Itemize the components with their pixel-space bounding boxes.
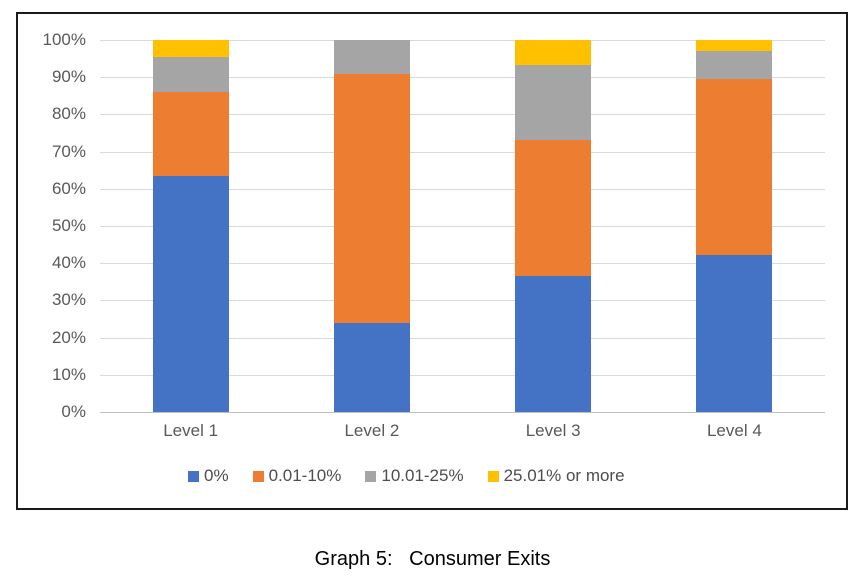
bar-segment — [333, 73, 410, 323]
legend-label: 10.01-25% — [381, 466, 464, 485]
gridline — [100, 263, 825, 265]
bar-segment — [515, 275, 592, 412]
gridline — [100, 114, 825, 116]
y-axis-labels: 100% 90% 80% 70% 60% 50% 40% 30% 20% 10% 0% — [18, 30, 86, 421]
stacked-bar — [152, 40, 229, 412]
legend-label: 25.01% or more — [503, 466, 625, 485]
legend-swatch-icon — [365, 470, 377, 482]
legend-item: 10.01-25% — [365, 466, 464, 486]
y-tick-label: 80% — [51, 104, 86, 124]
bar-segment — [515, 140, 592, 276]
bar-segment — [152, 92, 229, 176]
y-tick-label: 30% — [51, 290, 86, 310]
chart-frame: 100% 90% 80% 70% 60% 50% 40% 30% 20% 10% 0% Level … — [16, 12, 848, 510]
x-tick-label: Level 1 — [163, 421, 219, 440]
y-tick-label: 60% — [51, 178, 86, 198]
gridline — [100, 188, 825, 190]
gridline — [100, 226, 825, 227]
bar-slot-level-4 — [644, 40, 825, 412]
y-tick-label: 20% — [51, 327, 86, 347]
stacked-bar — [515, 40, 592, 412]
bar-segment — [152, 56, 229, 93]
legend-swatch-icon — [188, 470, 199, 482]
bar-segment — [333, 322, 410, 412]
bar-segment — [515, 40, 592, 65]
y-tick-label: 50% — [51, 216, 86, 235]
y-tick-label: 70% — [51, 141, 86, 161]
x-axis-labels: Level 1 Level 2 Level 3 Level 4 — [100, 421, 825, 441]
gridline — [100, 374, 825, 376]
plot-area — [100, 40, 825, 413]
gridline — [100, 412, 825, 413]
y-tick-label: 90% — [51, 67, 86, 87]
legend-swatch-icon — [487, 470, 499, 482]
gridline — [100, 77, 825, 79]
legend-swatch-icon — [252, 470, 264, 482]
bar-segment — [333, 40, 410, 74]
bar-slot-level-2 — [281, 40, 462, 412]
x-tick-label: Level 3 — [525, 421, 581, 440]
bar-segment — [696, 51, 773, 80]
bar-segment — [152, 40, 229, 57]
stacked-bar — [696, 40, 773, 412]
bar-slot-level-1 — [100, 40, 281, 412]
x-tick-label: Level 2 — [344, 421, 400, 440]
bar-segment — [515, 64, 592, 141]
gridline — [100, 40, 825, 41]
chart-caption: Graph 5: Consumer Exits — [314, 548, 551, 570]
bar-segment — [696, 79, 773, 256]
gridline — [100, 151, 825, 153]
legend-item: 25.01% or more — [487, 466, 625, 486]
bars — [100, 40, 825, 412]
x-tick-label: Level 4 — [706, 421, 762, 440]
legend-label: 0.01-10% — [268, 466, 342, 485]
stacked-bar — [333, 40, 410, 412]
y-tick-label: 40% — [51, 253, 86, 273]
bar-segment — [696, 40, 773, 52]
gridline — [100, 300, 825, 302]
legend-label: 0% — [204, 466, 229, 485]
legend-item: 0.01-10% — [252, 466, 342, 486]
y-tick-label: 0% — [61, 402, 86, 421]
legend-item: 0% — [188, 466, 229, 486]
bar-segment — [696, 255, 773, 412]
y-tick-label: 10% — [51, 364, 86, 384]
legend: 0% 0.01-10% 10.01-25% 25.01% or more — [188, 466, 625, 486]
y-tick-label: 100% — [42, 30, 86, 49]
gridline — [100, 337, 825, 339]
bar-segment — [152, 175, 229, 412]
bar-slot-level-3 — [463, 40, 644, 412]
